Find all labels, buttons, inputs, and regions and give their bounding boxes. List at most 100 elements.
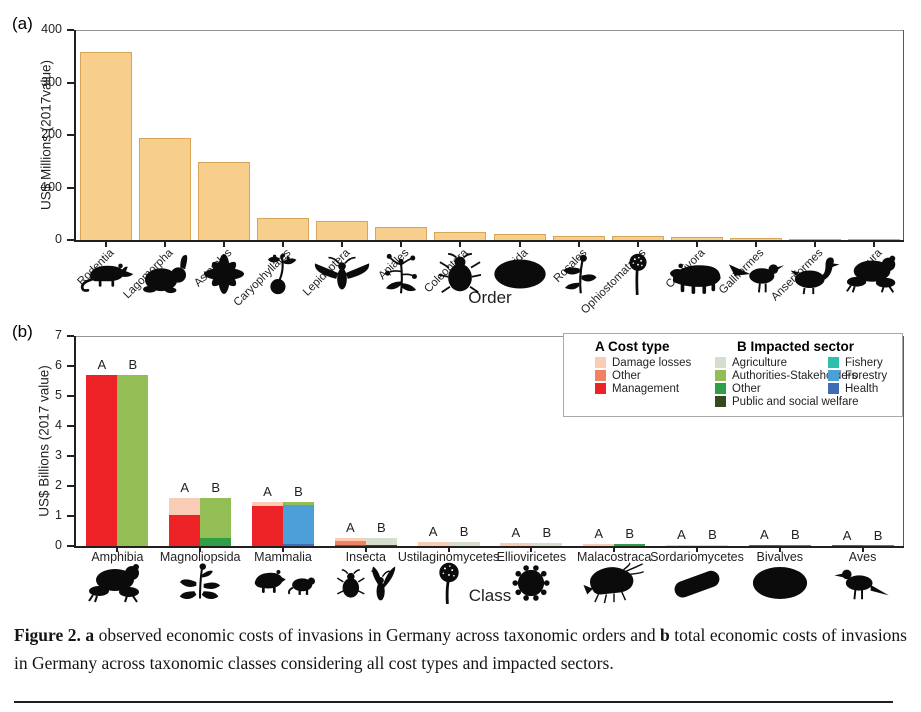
panel-b-sector-bar-segment	[117, 375, 149, 546]
panel-a-bar-rosales	[552, 235, 605, 240]
panel-b-y-tick	[67, 455, 74, 457]
panel-b-cost-bar-segment	[334, 545, 366, 546]
panel-a-x-tick	[459, 242, 462, 247]
panel-a-y-tick	[67, 134, 74, 136]
panel-b-x-label-amphibia: Amphibia	[91, 550, 144, 564]
panel-a-y-tick	[67, 239, 74, 241]
panel-b-cost-bar-segment	[831, 545, 863, 546]
aster-flower-icon	[195, 253, 253, 295]
panel-a-bar-coleoptera	[434, 232, 487, 240]
legend-swatch-icon	[715, 357, 726, 368]
bottom-rule	[14, 701, 893, 703]
legend-item-label: Health	[845, 382, 879, 395]
panel-a-bar-lepidoptera	[316, 221, 369, 240]
panel-b-x-label-bivalves: Bivalves	[756, 550, 804, 564]
galliform-bird-icon	[727, 253, 785, 295]
panel-b-sector-bar-segment	[283, 544, 314, 546]
caption-bold-a: a	[85, 625, 95, 645]
panel-b-y-tick	[67, 545, 74, 547]
panel-b-sector-bar-segment	[779, 545, 811, 546]
panel-b-letter-a: A	[180, 480, 190, 495]
panel-b-sector-bar-segment	[531, 543, 563, 546]
legend-sector-items-col2: Fishery Forestry Health	[828, 356, 887, 395]
panel-a-y-tick	[67, 186, 74, 189]
legend-item-label: Management	[612, 382, 680, 395]
panel-a-bar-carnivora	[671, 236, 723, 240]
panel-b-label: (b)	[12, 322, 33, 341]
panel-a-x-tick	[163, 242, 166, 247]
panel-a-bar-galliformes	[730, 238, 783, 240]
panel-b-cost-bar-segment	[334, 537, 366, 541]
panel-a-y-tick-label: 200	[41, 127, 62, 141]
panel-b-letter-a: A	[345, 519, 355, 535]
panel-b-sector-bar-segment	[697, 544, 728, 546]
panel-b-x-label-ustilaginomycetes: Ustilaginomycetes	[397, 550, 500, 564]
panel-b-sector-bar-segment	[200, 498, 232, 538]
panel-b-letter-b: B	[294, 483, 303, 499]
panel-a-frame-top	[76, 30, 904, 31]
panel-a-x-tick	[577, 242, 580, 247]
panel-b-cost-bar-segment	[748, 545, 780, 546]
panel-a-y-tick-label: 300	[41, 74, 62, 89]
bacillus-icon	[665, 562, 729, 604]
panel-b-letter-a: A	[594, 525, 604, 541]
panel-b-letter-b: B	[790, 527, 800, 543]
legend-sector-item: Fishery	[828, 356, 887, 369]
panel-b-frame-top	[76, 336, 904, 337]
legend-swatch-icon	[595, 383, 606, 394]
legend-swatch-icon	[715, 396, 726, 407]
panel-a-x-tick	[518, 242, 521, 247]
panel-b-letter-b: B	[625, 525, 635, 541]
panel-b-x-tick	[199, 548, 202, 552]
legend-item-label: Other	[612, 369, 641, 382]
legend-cost-item: Other	[595, 369, 691, 382]
legend-sector-item: Authorities-Stakeholders	[715, 369, 859, 382]
panel-b-cost-bar-segment	[86, 375, 118, 546]
legend-swatch-icon	[828, 370, 839, 381]
legend-item-label: Other	[732, 382, 761, 395]
legend-sector-item: Health	[828, 382, 887, 395]
panel-b-x-label-sordariomycetes: Sordariomycetes	[650, 550, 744, 564]
panel-b-sector-bar-segment	[614, 543, 646, 546]
panel-b-y-tick	[67, 365, 74, 367]
rosales-plant-icon	[550, 253, 608, 295]
panel-b-x-tick	[696, 548, 698, 552]
panel-a-x-tick	[400, 242, 403, 247]
panel-b-letter-a: A	[263, 483, 272, 499]
panel-b-x-label-ellioviricetes: Ellioviricetes	[496, 550, 567, 564]
legend-swatch-icon	[595, 370, 606, 381]
panel-a-bar-caryophyllales	[257, 218, 309, 240]
panel-b-x-label-malacostraca: Malacostraca	[577, 550, 652, 564]
legend-item-label: Agriculture	[732, 356, 787, 369]
legend-item-label: Forestry	[845, 369, 888, 382]
panel-b-x-label-mammalia: Mammalia	[254, 550, 312, 564]
caption-figure-label: Figure 2.	[14, 625, 86, 645]
panel-a-x-axis-line	[74, 240, 904, 242]
goose-icon	[786, 253, 844, 295]
panel-b-y-tick	[67, 335, 74, 337]
legend-swatch-icon	[828, 357, 839, 368]
caption-segment-a: observed economic costs of invasions in …	[94, 625, 661, 645]
panel-b-cost-bar-segment	[666, 544, 697, 546]
panel-b-x-label-insecta: Insecta	[345, 550, 386, 564]
panel-b-letter-a: A	[97, 357, 107, 372]
panel-a-x-tick	[341, 242, 344, 247]
legend-sector-items-col1: Agriculture Authorities-Stakeholders Other…	[715, 356, 859, 408]
panel-b-x-tick	[613, 548, 616, 552]
panel-b-sector-bar-segment	[283, 501, 314, 506]
panel-b-x-label-magnoliopsida: Magnoliopsida	[159, 550, 241, 564]
panel-b-letter-b: B	[376, 519, 386, 535]
legend-cost-item: Management	[595, 382, 691, 395]
panel-b-y-tick-label: 4	[55, 418, 62, 432]
moth-icon	[313, 253, 371, 295]
rabbit-icon	[136, 253, 194, 295]
panel-b-x-axis-title: Class	[468, 586, 512, 605]
panel-b-x-tick	[778, 548, 781, 552]
panel-b-y-tick-label: 3	[55, 448, 62, 462]
legend-swatch-icon	[828, 383, 839, 394]
panel-a-bar-lagomorpha	[138, 138, 191, 240]
legend-box	[563, 333, 903, 417]
panel-b-sector-bar-segment	[365, 537, 397, 545]
panel-b-letter-b: B	[211, 480, 221, 495]
virus-icon	[499, 562, 563, 604]
